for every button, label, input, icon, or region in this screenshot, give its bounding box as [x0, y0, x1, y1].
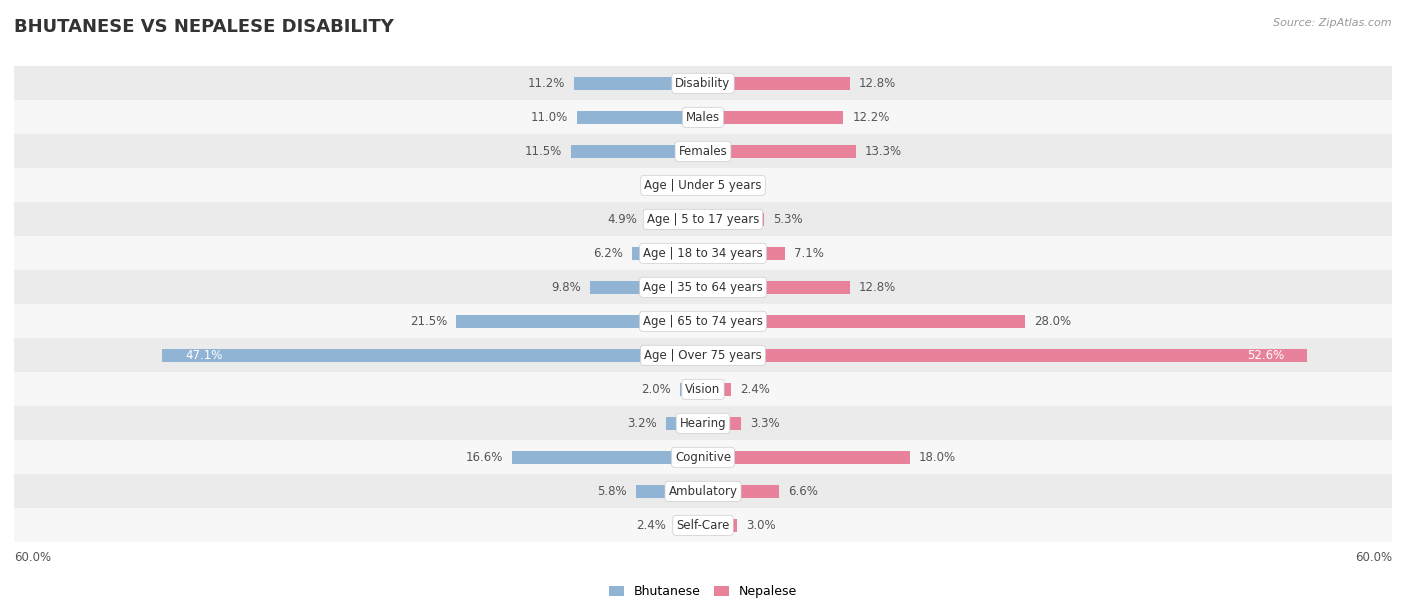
- Text: Ambulatory: Ambulatory: [668, 485, 738, 498]
- Bar: [666, 417, 703, 430]
- Bar: [14, 474, 1392, 509]
- Text: 28.0%: 28.0%: [1033, 315, 1071, 328]
- Bar: [703, 77, 851, 90]
- Text: Age | Over 75 years: Age | Over 75 years: [644, 349, 762, 362]
- Bar: [14, 509, 1392, 542]
- Bar: [14, 440, 1392, 474]
- Text: 11.2%: 11.2%: [527, 76, 565, 90]
- Bar: [703, 383, 731, 396]
- Text: 13.3%: 13.3%: [865, 145, 903, 158]
- Bar: [14, 271, 1392, 304]
- Bar: [703, 315, 1025, 328]
- Text: Age | 35 to 64 years: Age | 35 to 64 years: [643, 281, 763, 294]
- Bar: [575, 77, 703, 90]
- Bar: [14, 203, 1392, 236]
- Text: 2.4%: 2.4%: [740, 382, 769, 396]
- Bar: [681, 383, 703, 396]
- Text: Age | 5 to 17 years: Age | 5 to 17 years: [647, 213, 759, 226]
- Text: 3.2%: 3.2%: [627, 417, 657, 430]
- Bar: [14, 304, 1392, 338]
- Bar: [647, 213, 703, 226]
- Bar: [14, 100, 1392, 134]
- Text: 6.6%: 6.6%: [787, 485, 818, 498]
- Text: Age | 65 to 74 years: Age | 65 to 74 years: [643, 315, 763, 328]
- Text: 47.1%: 47.1%: [186, 349, 222, 362]
- Text: 6.2%: 6.2%: [593, 247, 623, 260]
- Bar: [703, 519, 738, 532]
- Text: Hearing: Hearing: [679, 417, 727, 430]
- Bar: [703, 179, 714, 192]
- Bar: [637, 485, 703, 498]
- Text: 2.4%: 2.4%: [637, 519, 666, 532]
- Text: 7.1%: 7.1%: [794, 247, 824, 260]
- Bar: [14, 406, 1392, 440]
- Bar: [703, 281, 851, 294]
- Text: 1.2%: 1.2%: [650, 179, 681, 192]
- Text: Cognitive: Cognitive: [675, 451, 731, 464]
- Text: Self-Care: Self-Care: [676, 519, 730, 532]
- Bar: [162, 349, 703, 362]
- Text: Age | Under 5 years: Age | Under 5 years: [644, 179, 762, 192]
- Bar: [631, 247, 703, 259]
- Bar: [703, 111, 844, 124]
- Text: Disability: Disability: [675, 76, 731, 90]
- Text: 12.2%: 12.2%: [852, 111, 890, 124]
- Text: 0.97%: 0.97%: [723, 179, 761, 192]
- Text: 18.0%: 18.0%: [920, 451, 956, 464]
- Text: 4.9%: 4.9%: [607, 213, 637, 226]
- Bar: [703, 417, 741, 430]
- Bar: [675, 519, 703, 532]
- Text: Source: ZipAtlas.com: Source: ZipAtlas.com: [1274, 18, 1392, 28]
- Text: 5.3%: 5.3%: [773, 213, 803, 226]
- Bar: [14, 66, 1392, 100]
- Text: Females: Females: [679, 145, 727, 158]
- Bar: [703, 485, 779, 498]
- Text: 9.8%: 9.8%: [551, 281, 581, 294]
- Text: 2.0%: 2.0%: [641, 382, 671, 396]
- Bar: [14, 168, 1392, 203]
- Bar: [571, 145, 703, 158]
- Text: 11.5%: 11.5%: [524, 145, 562, 158]
- Bar: [703, 349, 1308, 362]
- Text: 60.0%: 60.0%: [1355, 551, 1392, 564]
- Text: 52.6%: 52.6%: [1247, 349, 1284, 362]
- Legend: Bhutanese, Nepalese: Bhutanese, Nepalese: [605, 580, 801, 603]
- Bar: [456, 315, 703, 328]
- Bar: [576, 111, 703, 124]
- Bar: [591, 281, 703, 294]
- Bar: [512, 451, 703, 464]
- Text: 11.0%: 11.0%: [530, 111, 568, 124]
- Text: 3.3%: 3.3%: [749, 417, 780, 430]
- Bar: [703, 247, 785, 259]
- Text: Vision: Vision: [685, 382, 721, 396]
- Bar: [14, 236, 1392, 271]
- Text: 12.8%: 12.8%: [859, 281, 897, 294]
- Bar: [14, 338, 1392, 372]
- Bar: [703, 145, 856, 158]
- Text: Age | 18 to 34 years: Age | 18 to 34 years: [643, 247, 763, 260]
- Bar: [689, 179, 703, 192]
- Bar: [14, 134, 1392, 168]
- Text: 3.0%: 3.0%: [747, 519, 776, 532]
- Text: 21.5%: 21.5%: [409, 315, 447, 328]
- Text: 16.6%: 16.6%: [465, 451, 503, 464]
- Text: 5.8%: 5.8%: [598, 485, 627, 498]
- Text: 60.0%: 60.0%: [14, 551, 51, 564]
- Bar: [14, 372, 1392, 406]
- Text: Males: Males: [686, 111, 720, 124]
- Bar: [703, 451, 910, 464]
- Text: BHUTANESE VS NEPALESE DISABILITY: BHUTANESE VS NEPALESE DISABILITY: [14, 18, 394, 36]
- Bar: [703, 213, 763, 226]
- Text: 12.8%: 12.8%: [859, 76, 897, 90]
